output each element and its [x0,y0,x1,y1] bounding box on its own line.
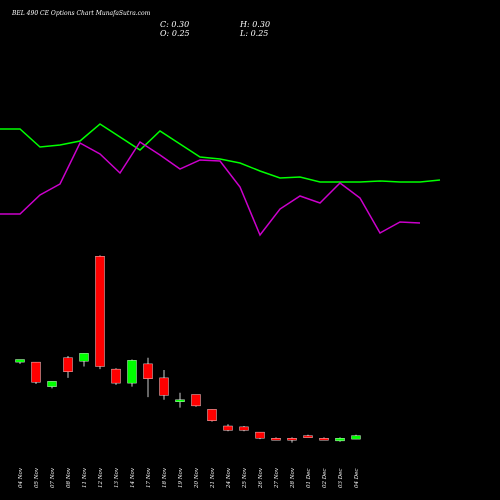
candle [335,437,345,442]
candle-body [335,438,345,442]
candle [63,356,73,378]
x-tick-label: 03 Dec [338,469,344,489]
x-tick-label: 01 Dec [306,469,312,489]
candle [95,255,105,370]
x-tick-label: 04 Nov [18,467,24,488]
candle-body [79,353,89,362]
candle [47,381,57,389]
x-axis-labels: 04 Nov 05 Nov 07 Nov 08 Nov 11 Nov 12 Nov 13 N… [18,467,360,489]
candle-body [47,381,57,387]
x-tick-label: 14 Nov [130,467,136,488]
candle-body [127,360,137,384]
candle [223,424,233,432]
candle [207,409,217,422]
indicator-lines [0,123,441,237]
candle [191,394,201,407]
open-readout: O: 0.25 [160,29,190,38]
chart-title: BEL 490 CE Options Chart MunafaSutra.com [12,10,151,17]
x-tick-label: 08 Nov [66,467,72,488]
x-tick-label: 05 Nov [34,467,40,488]
x-tick-label: 04 Dec [354,469,360,489]
candle-body [31,361,41,383]
candle [239,426,249,432]
candle-body [271,438,281,441]
candle-body [159,377,169,396]
candle [79,353,89,367]
x-tick-label: 02 Dec [322,469,328,489]
candle [271,437,281,441]
candle [111,368,121,385]
candle [287,437,297,443]
candles [15,255,361,443]
candle [303,434,313,438]
x-tick-label: 28 Nov [290,467,296,489]
candle [319,437,329,441]
candle-body [143,363,153,379]
x-tick-label: 21 Nov [210,467,216,489]
magenta-indicator-line [0,140,421,237]
candle-body [255,431,265,439]
x-tick-label: 20 Nov [194,467,200,489]
candle-body [95,256,105,367]
candle [127,359,137,387]
x-tick-label: 17 Nov [146,467,152,488]
x-tick-label: 13 Nov [114,467,120,488]
candle-body [207,409,217,421]
candle-body [303,435,313,438]
close-readout: C: 0.30 [160,20,190,29]
x-tick-label: 07 Nov [50,467,56,488]
high-readout: H: 0.30 [240,20,271,29]
x-tick-label: 27 Nov [274,467,280,489]
candle [255,431,265,440]
x-tick-label: 25 Nov [242,467,248,489]
x-tick-label: 11 Nov [82,467,88,488]
candle-body [351,435,361,440]
candle [143,357,153,398]
candle [31,361,41,384]
candle-body [175,399,185,402]
x-tick-label: 18 Nov [162,467,168,488]
x-tick-label: 19 Nov [178,467,184,488]
x-tick-label: 24 Nov [226,467,232,489]
candle [159,370,169,400]
green-indicator-line [0,123,441,183]
candle [175,392,185,408]
candle-body [111,368,121,384]
candle-body [223,425,233,431]
x-tick-label: 26 Nov [258,467,264,489]
candle-body [239,426,249,431]
candle [351,434,361,440]
candle-body [15,359,25,363]
candle-body [287,438,297,441]
candle [15,359,25,364]
candle-body [63,357,73,372]
x-tick-label: 12 Nov [98,467,104,488]
low-readout: L: 0.25 [240,29,269,38]
candle-body [191,394,201,407]
candle-body [319,438,329,441]
